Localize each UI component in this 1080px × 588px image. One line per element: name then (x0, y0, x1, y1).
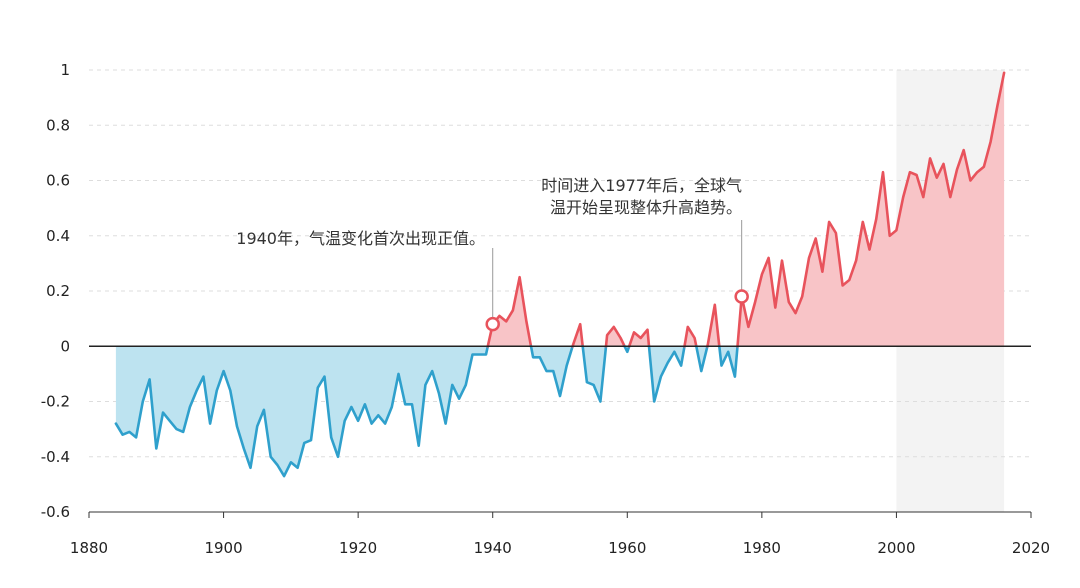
x-tick-label: 1900 (204, 539, 242, 557)
positive-series-line (736, 71, 1006, 348)
y-tick-label: 0 (60, 337, 70, 355)
negative-area (115, 346, 488, 477)
annotation-marker (734, 289, 749, 304)
x-tick-label: 2020 (1012, 539, 1050, 557)
annotation-text: 时间进入1977年后，全球气 (541, 176, 742, 195)
y-tick-label: 0.4 (46, 227, 70, 245)
x-tick-label: 2000 (877, 539, 915, 557)
y-tick-label: -0.6 (41, 503, 70, 521)
y-tick-label: -0.4 (41, 448, 70, 466)
positive-area (487, 277, 531, 347)
y-tick-label: 1 (60, 61, 70, 79)
positive-series-line (706, 303, 721, 348)
positive-series-line (627, 328, 651, 348)
negative-series-line (581, 345, 608, 403)
positive-series-line (683, 325, 698, 348)
annotation-text: 1940年，气温变化首次出现正值。 (236, 229, 485, 248)
positive-series-line (604, 325, 626, 348)
negative-series-line (647, 345, 686, 403)
y-tick-label: 0.2 (46, 282, 70, 300)
annotation-1940: 1940年，气温变化首次出现正值。 (236, 229, 500, 332)
x-tick-label: 1940 (474, 539, 512, 557)
negative-series-line (529, 345, 574, 398)
annotation-marker (485, 316, 500, 332)
positive-area (737, 72, 1005, 347)
y-tick-label: 0.6 (46, 172, 70, 190)
x-tick-label: 1880 (70, 539, 108, 557)
positive-series-line (571, 322, 584, 348)
x-tick-label: 1960 (608, 539, 646, 557)
x-tick-label: 1920 (339, 539, 377, 557)
negative-series-line (695, 345, 709, 373)
x-tick-label: 1980 (743, 539, 781, 557)
annotation-text: 温开始呈现整体升高趋势。 (550, 198, 742, 217)
y-tick-label: -0.2 (41, 393, 70, 411)
y-tick-label: 0.8 (46, 116, 70, 134)
negative-area (582, 346, 606, 402)
negative-series-line (114, 345, 490, 478)
negative-series-line (718, 345, 739, 378)
negative-series-line (623, 345, 631, 354)
